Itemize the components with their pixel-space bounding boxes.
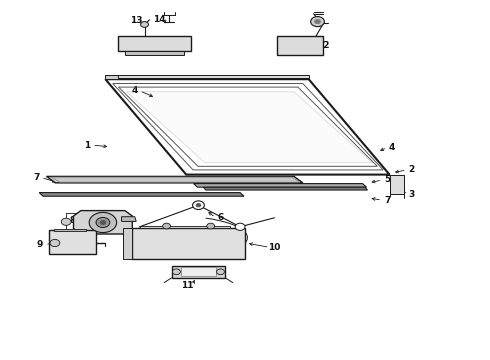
Text: 2: 2 bbox=[409, 165, 415, 174]
Circle shape bbox=[311, 17, 324, 27]
Polygon shape bbox=[132, 228, 245, 259]
Polygon shape bbox=[105, 75, 118, 79]
Polygon shape bbox=[47, 176, 303, 183]
Polygon shape bbox=[390, 175, 404, 194]
Text: 10: 10 bbox=[268, 243, 281, 252]
Circle shape bbox=[61, 218, 71, 225]
Circle shape bbox=[217, 269, 224, 275]
Polygon shape bbox=[181, 267, 216, 276]
Polygon shape bbox=[194, 184, 367, 187]
Polygon shape bbox=[122, 228, 132, 259]
Circle shape bbox=[96, 217, 110, 228]
Polygon shape bbox=[118, 36, 191, 51]
Circle shape bbox=[315, 19, 320, 24]
Polygon shape bbox=[49, 230, 96, 254]
Polygon shape bbox=[140, 226, 230, 228]
Polygon shape bbox=[126, 92, 372, 163]
Circle shape bbox=[141, 22, 148, 27]
Text: 8: 8 bbox=[70, 216, 75, 225]
Text: 7: 7 bbox=[33, 173, 40, 182]
Text: 12: 12 bbox=[317, 40, 330, 49]
Text: 6: 6 bbox=[218, 213, 223, 222]
Text: 5: 5 bbox=[384, 175, 390, 184]
Text: 4: 4 bbox=[389, 143, 395, 152]
Circle shape bbox=[235, 223, 245, 230]
Circle shape bbox=[193, 201, 204, 210]
Text: 7: 7 bbox=[384, 196, 391, 204]
Text: 11: 11 bbox=[181, 281, 194, 289]
Circle shape bbox=[89, 212, 117, 233]
Polygon shape bbox=[172, 266, 225, 278]
Polygon shape bbox=[39, 193, 244, 196]
Circle shape bbox=[50, 239, 60, 247]
Circle shape bbox=[163, 223, 171, 229]
Circle shape bbox=[100, 220, 106, 225]
Polygon shape bbox=[203, 187, 368, 190]
Polygon shape bbox=[105, 75, 309, 78]
Text: 9: 9 bbox=[37, 240, 44, 249]
Text: 14: 14 bbox=[153, 15, 166, 24]
Polygon shape bbox=[74, 211, 132, 234]
Text: 4: 4 bbox=[131, 86, 138, 95]
Polygon shape bbox=[277, 36, 323, 55]
Polygon shape bbox=[54, 229, 86, 231]
Text: 13: 13 bbox=[130, 16, 143, 25]
Circle shape bbox=[207, 223, 215, 229]
Text: 3: 3 bbox=[409, 190, 415, 199]
Text: 1: 1 bbox=[84, 140, 90, 150]
Polygon shape bbox=[122, 217, 136, 221]
Circle shape bbox=[172, 269, 180, 275]
Circle shape bbox=[196, 203, 201, 207]
Polygon shape bbox=[125, 51, 184, 55]
